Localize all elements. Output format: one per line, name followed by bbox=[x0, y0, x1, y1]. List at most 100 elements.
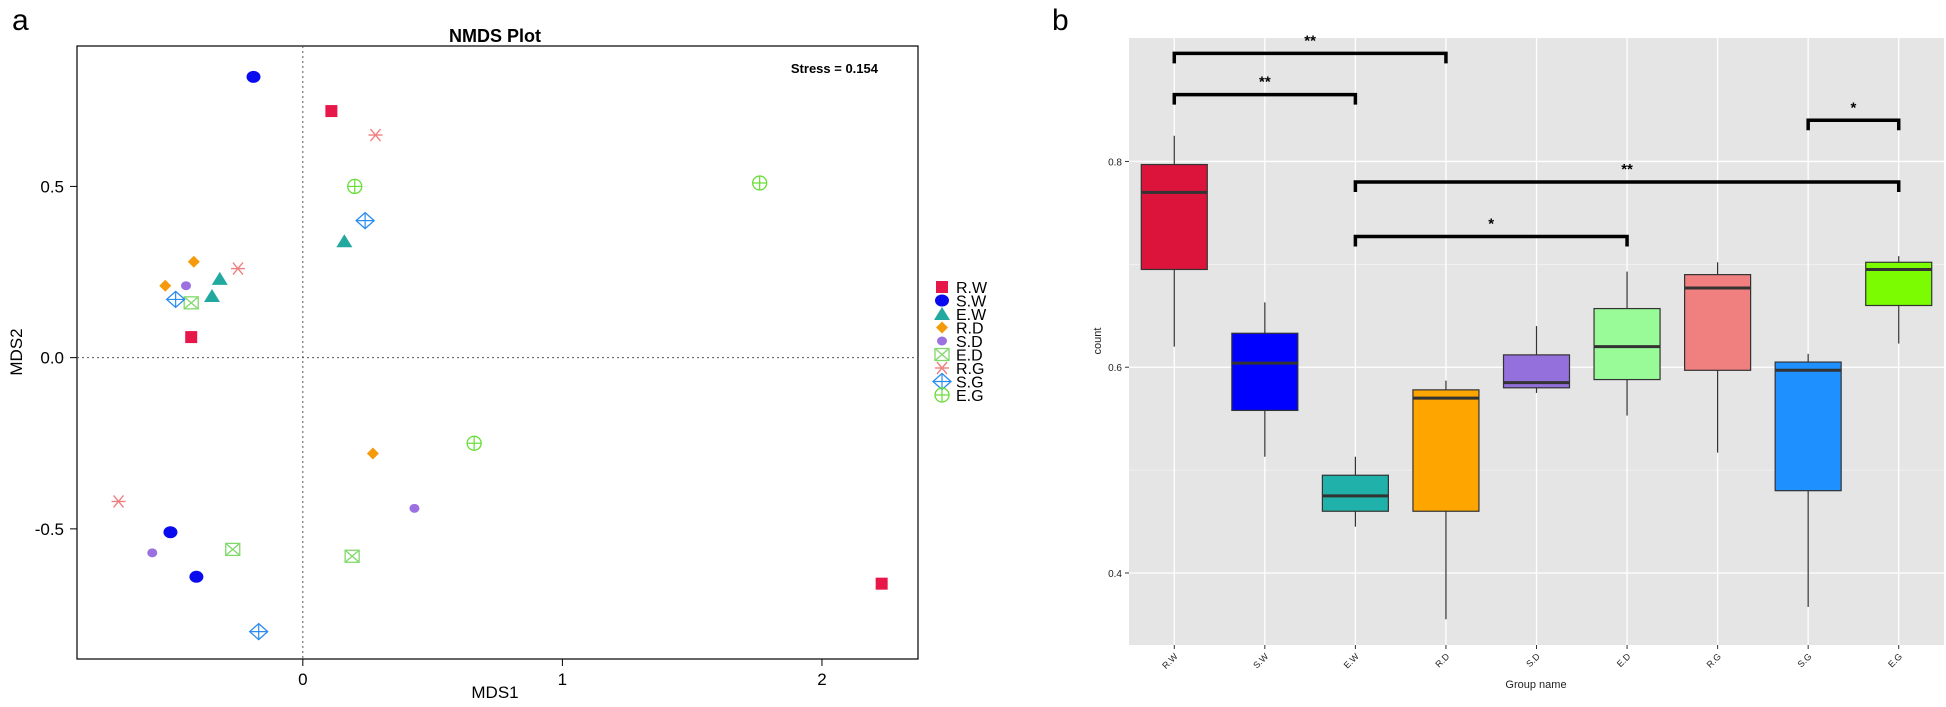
box-x-tick-label: E.W bbox=[1342, 651, 1361, 670]
box-e-d bbox=[1593, 271, 1661, 416]
point-e-g bbox=[752, 175, 768, 191]
nmds-reference-lines bbox=[77, 46, 918, 659]
box-s-g bbox=[1774, 353, 1842, 607]
legend-item-r-w: R.W bbox=[936, 280, 988, 297]
point-r-w bbox=[185, 331, 198, 344]
legend-marker-e-d bbox=[934, 347, 950, 362]
point-s-w bbox=[246, 70, 261, 83]
legend-label: S.D bbox=[956, 334, 983, 351]
nmds-plot-frame bbox=[76, 45, 919, 660]
legend-marker-s-g bbox=[932, 372, 952, 391]
point-s-d bbox=[181, 281, 192, 291]
box-iqr bbox=[1412, 389, 1480, 512]
significance-bracket: ** bbox=[1353, 161, 1901, 193]
significance-bracket: ** bbox=[1172, 74, 1358, 105]
legend-item-s-g: S.G bbox=[932, 372, 984, 392]
panel-a-label: a bbox=[12, 4, 29, 37]
panel-b-label: b bbox=[1052, 4, 1069, 37]
legend-marker-r-w bbox=[936, 281, 948, 293]
nmds-x-tick-label: 2 bbox=[817, 670, 826, 689]
box-iqr bbox=[1231, 332, 1299, 412]
point-r-g bbox=[111, 495, 126, 508]
boxplot-boxes bbox=[1140, 135, 1933, 620]
significance-label: * bbox=[1851, 99, 1857, 116]
significance-label: ** bbox=[1304, 32, 1316, 49]
point-s-w bbox=[189, 570, 204, 583]
box-s-w bbox=[1231, 302, 1299, 457]
legend-item-s-d: S.D bbox=[937, 334, 983, 351]
box-x-tick-label: R.G bbox=[1705, 651, 1723, 669]
legend-marker-s-w bbox=[935, 294, 949, 307]
significance-brackets: ******** bbox=[1172, 32, 1901, 247]
legend-item-r-d: R.D bbox=[936, 321, 984, 338]
box-iqr bbox=[1774, 361, 1842, 492]
boxplot-y-axis-title: count bbox=[1092, 328, 1104, 355]
nmds-y-tick-label: 0.5 bbox=[40, 177, 64, 196]
bracket-line bbox=[1806, 118, 1901, 131]
point-r-g bbox=[368, 128, 383, 142]
legend-label: S.G bbox=[956, 375, 984, 392]
point-s-w bbox=[163, 526, 178, 539]
point-e-w bbox=[203, 288, 220, 302]
legend-label: R.G bbox=[956, 361, 984, 378]
legend-item-e-d: E.D bbox=[934, 347, 983, 365]
point-r-g bbox=[230, 262, 245, 276]
point-e-d bbox=[344, 549, 360, 563]
legend-marker-r-g bbox=[935, 361, 949, 375]
point-s-d bbox=[409, 503, 420, 513]
legend-label: E.G bbox=[956, 388, 984, 405]
box-x-tick-label: S.G bbox=[1796, 651, 1814, 669]
point-r-d bbox=[187, 255, 200, 268]
nmds-x-tick-label: 0 bbox=[298, 670, 307, 689]
point-e-w bbox=[211, 271, 228, 285]
box-x-tick-label: R.D bbox=[1433, 651, 1451, 669]
point-r-d bbox=[366, 447, 379, 460]
significance-label: ** bbox=[1621, 161, 1633, 178]
bracket-line bbox=[1353, 180, 1901, 193]
box-e-g bbox=[1865, 256, 1933, 344]
legend-item-e-w: E.W bbox=[934, 307, 987, 324]
box-x-tick-label: R.W bbox=[1160, 651, 1180, 671]
legend-marker-e-w bbox=[934, 307, 950, 320]
point-s-g bbox=[248, 622, 269, 641]
box-y-tick-label: 0.8 bbox=[1108, 157, 1122, 168]
nmds-x-axis-title: MDS1 bbox=[471, 683, 518, 702]
bracket-line bbox=[1353, 234, 1629, 247]
box-r-w bbox=[1140, 135, 1208, 347]
significance-label: ** bbox=[1259, 74, 1271, 91]
box-x-tick-label: S.D bbox=[1524, 651, 1542, 669]
panel-b: b ******** 0.40.60.8R.W S.W E.W R.D S.D E.D R.… bbox=[1052, 4, 1944, 691]
bracket-line bbox=[1172, 92, 1358, 105]
box-x-tick-label: E.G bbox=[1886, 651, 1904, 669]
point-s-g bbox=[165, 290, 186, 309]
point-r-d bbox=[159, 279, 172, 292]
nmds-y-tick-label: -0.5 bbox=[35, 520, 64, 539]
point-e-w bbox=[336, 234, 353, 248]
box-x-tick-label: E.D bbox=[1615, 651, 1633, 669]
legend-item-e-g: E.G bbox=[934, 387, 984, 405]
box-y-tick-label: 0.6 bbox=[1108, 363, 1122, 374]
legend-marker-e-g bbox=[934, 387, 950, 403]
significance-bracket: * bbox=[1806, 99, 1901, 131]
significance-bracket: ** bbox=[1172, 32, 1448, 64]
nmds-points bbox=[111, 70, 888, 641]
point-r-w bbox=[875, 577, 888, 590]
point-e-g bbox=[347, 178, 363, 195]
nmds-axes: 0 1 2 -0.5 0.0 0.5 bbox=[35, 177, 827, 689]
bracket-line bbox=[1172, 51, 1448, 64]
legend-label: R.D bbox=[956, 321, 984, 338]
legend-marker-r-d bbox=[936, 321, 948, 334]
nmds-x-tick-label: 1 bbox=[558, 670, 567, 689]
box-x-tick-label: S.W bbox=[1251, 651, 1270, 670]
boxplot-x-axis-title: Group name bbox=[1505, 679, 1566, 691]
panel-a: a NMDS Plot 0 1 2 -0.5 0.0 0.5 Stress = 0.154… bbox=[7, 4, 988, 702]
box-r-g bbox=[1684, 262, 1752, 453]
nmds-y-axis-title: MDS2 bbox=[7, 328, 26, 375]
point-e-d bbox=[225, 542, 241, 557]
legend-label: S.W bbox=[956, 294, 987, 311]
box-e-w bbox=[1321, 456, 1389, 527]
point-e-d bbox=[183, 296, 199, 310]
point-e-g bbox=[466, 435, 482, 451]
